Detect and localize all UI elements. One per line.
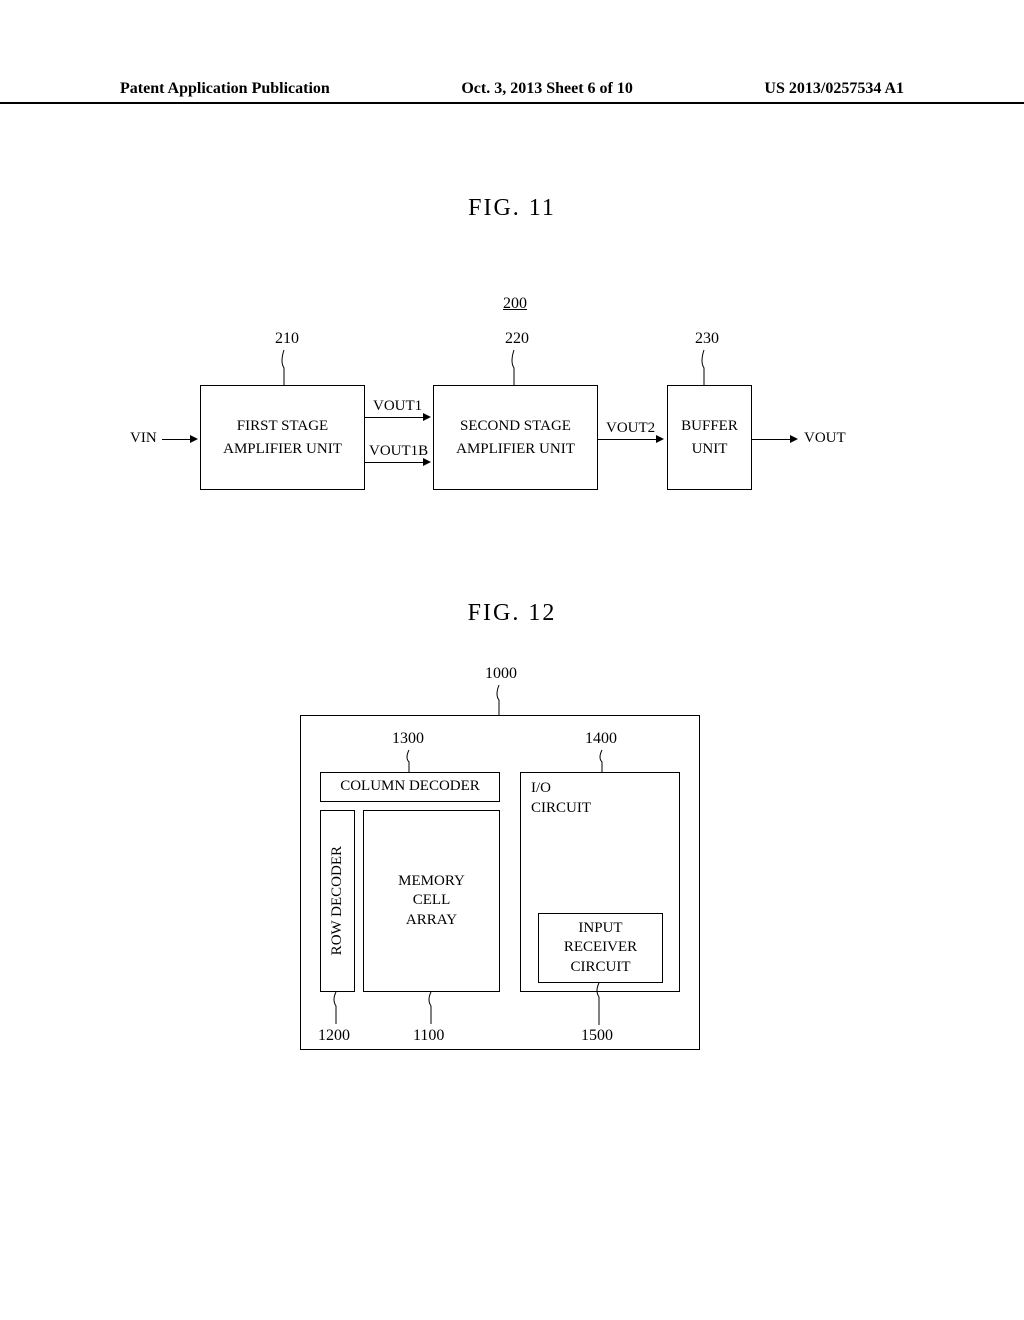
header-left: Patent Application Publication — [120, 80, 330, 98]
b1-line2: AMPLIFIER UNIT — [223, 438, 342, 461]
arrow-vout-head — [790, 435, 798, 443]
label-vin: VIN — [130, 430, 157, 447]
arrow-vout1-line — [365, 417, 425, 418]
arrow-vout1b-head — [423, 458, 431, 466]
lead-230 — [700, 350, 712, 385]
arrow-vin-line — [162, 439, 192, 440]
label-vout1b: VOUT1B — [369, 443, 428, 460]
lead-210 — [280, 350, 292, 385]
ref-1300: 1300 — [392, 730, 424, 748]
b2-line2: AMPLIFIER UNIT — [456, 438, 575, 461]
input-rx-line3: CIRCUIT — [571, 958, 631, 978]
lead-1200 — [332, 992, 344, 1024]
ref-230: 230 — [695, 330, 719, 348]
label-vout: VOUT — [804, 430, 846, 447]
arrow-vin-head — [190, 435, 198, 443]
block-first-stage: FIRST STAGE AMPLIFIER UNIT — [200, 385, 365, 490]
block-buffer: BUFFER UNIT — [667, 385, 752, 490]
lead-1500 — [595, 983, 607, 1025]
mem-line3: ARRAY — [406, 911, 457, 931]
ref-200: 200 — [503, 295, 527, 313]
arrow-vout2-line — [598, 439, 658, 440]
ref-210: 210 — [275, 330, 299, 348]
header-right: US 2013/0257534 A1 — [764, 80, 904, 98]
lead-1300 — [405, 750, 417, 772]
block-second-stage: SECOND STAGE AMPLIFIER UNIT — [433, 385, 598, 490]
block-row-decoder: ROW DECODER — [320, 810, 355, 992]
mem-line1: MEMORY — [398, 872, 465, 892]
ref-1500: 1500 — [581, 1027, 613, 1045]
fig11-diagram: 200 210 220 230 FIRST STAGE AMPLIFIER UN… — [120, 275, 900, 535]
ref-1200: 1200 — [318, 1027, 350, 1045]
fig12-title: FIG. 12 — [0, 600, 1024, 627]
lead-220 — [510, 350, 522, 385]
header-center: Oct. 3, 2013 Sheet 6 of 10 — [461, 80, 633, 98]
io-line2: CIRCUIT — [531, 799, 591, 819]
arrow-vout1-head — [423, 413, 431, 421]
b1-line1: FIRST STAGE — [237, 415, 328, 438]
arrow-vout2-head — [656, 435, 664, 443]
ref-1400: 1400 — [585, 730, 617, 748]
mem-line2: CELL — [413, 891, 451, 911]
ref-1000: 1000 — [485, 665, 517, 683]
label-vout1: VOUT1 — [373, 398, 422, 415]
row-dec-text: ROW DECODER — [328, 846, 348, 955]
block-memory-cell-array: MEMORY CELL ARRAY — [363, 810, 500, 992]
ref-1100: 1100 — [413, 1027, 444, 1045]
input-rx-line1: INPUT — [578, 919, 622, 939]
fig12-diagram: 1000 1300 1400 COLUMN DECODER I/O CIRCUI… — [290, 665, 720, 1085]
b3-line2: UNIT — [692, 438, 728, 461]
b2-line1: SECOND STAGE — [460, 415, 571, 438]
lead-1100 — [427, 992, 439, 1024]
label-vout2: VOUT2 — [606, 420, 655, 437]
block-column-decoder: COLUMN DECODER — [320, 772, 500, 802]
b3-line1: BUFFER — [681, 415, 738, 438]
input-rx-line2: RECEIVER — [564, 938, 637, 958]
block-input-receiver: INPUT RECEIVER CIRCUIT — [538, 913, 663, 983]
lead-1400 — [598, 750, 610, 772]
fig11-title: FIG. 11 — [0, 195, 1024, 222]
ref-220: 220 — [505, 330, 529, 348]
io-line1: I/O — [531, 779, 551, 799]
arrow-vout1b-line — [365, 462, 425, 463]
page-header: Patent Application Publication Oct. 3, 2… — [0, 80, 1024, 104]
arrow-vout-line — [752, 439, 792, 440]
lead-1000 — [495, 685, 507, 715]
col-dec-text: COLUMN DECODER — [340, 777, 480, 797]
